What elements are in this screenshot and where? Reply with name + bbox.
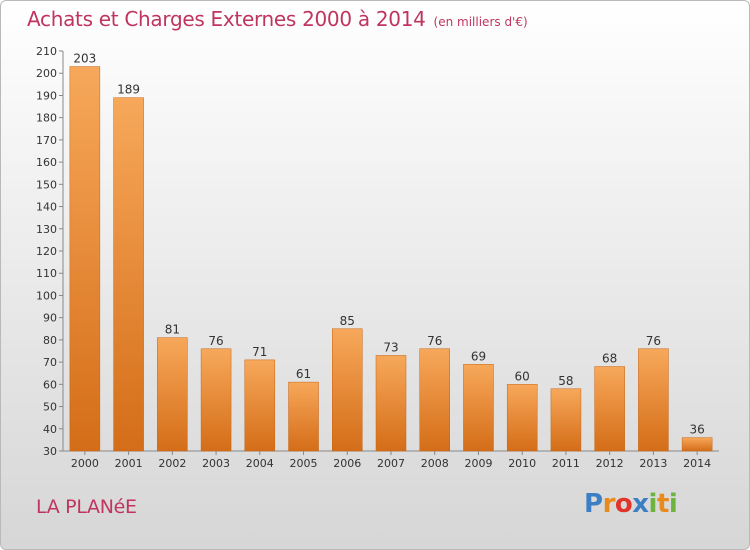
bar-2004	[244, 359, 276, 452]
x-tick-label-2000: 2000	[71, 457, 99, 470]
value-label-2003: 76	[208, 334, 223, 348]
logo-letter: i	[648, 489, 658, 519]
y-tick-label: 190	[36, 89, 57, 102]
value-label-2006: 85	[340, 314, 355, 328]
bar-2007	[375, 355, 407, 452]
commune-name: LA PLANéE	[36, 496, 137, 518]
logo-letter: t	[656, 489, 669, 519]
y-tick-label: 140	[36, 201, 57, 214]
bar-2011	[550, 388, 582, 452]
bar-2010	[506, 384, 538, 452]
value-label-2013: 76	[646, 334, 661, 348]
y-tick-label: 100	[36, 289, 57, 302]
value-label-2008: 76	[427, 334, 442, 348]
y-tick-label: 30	[43, 445, 57, 458]
value-label-2009: 69	[471, 349, 486, 363]
bar-2005	[288, 381, 319, 452]
logo-letter: x	[632, 489, 649, 519]
value-label-2001: 189	[117, 83, 140, 97]
value-label-2014: 36	[689, 423, 704, 437]
value-label-2012: 68	[602, 352, 617, 366]
y-tick-label: 130	[36, 223, 57, 236]
logo-letter: P	[584, 489, 603, 519]
bar-2000	[69, 66, 101, 452]
y-tick-label: 150	[36, 178, 57, 191]
bar-2001	[113, 97, 144, 452]
bar-2008	[419, 348, 450, 452]
bar-2009	[463, 364, 494, 452]
value-label-2010: 60	[515, 369, 530, 383]
x-tick-label-2008: 2008	[421, 457, 449, 470]
logo-letter: o	[614, 489, 633, 519]
y-tick-label: 120	[36, 245, 57, 258]
bar-2014	[681, 437, 713, 452]
bar-2006	[332, 328, 363, 452]
x-tick-label-2003: 2003	[202, 457, 230, 470]
bar-2002	[157, 337, 188, 452]
y-tick-label: 80	[43, 334, 57, 347]
value-label-2005: 61	[296, 367, 311, 381]
x-tick-label-2004: 2004	[246, 457, 274, 470]
y-tick-label: 90	[43, 312, 57, 325]
chart-title-text: Achats et Charges Externes 2000 à 2014	[27, 7, 426, 31]
y-tick-label: 40	[43, 423, 57, 436]
y-tick-label: 70	[43, 356, 57, 369]
value-label-2007: 73	[383, 340, 398, 354]
bar-2003	[200, 348, 232, 452]
x-tick-label-2001: 2001	[115, 457, 143, 470]
y-tick-label: 110	[36, 267, 57, 280]
logo-letter: i	[668, 489, 678, 519]
x-tick-label-2006: 2006	[333, 457, 361, 470]
x-tick-label-2012: 2012	[596, 457, 624, 470]
y-tick-label: 210	[36, 45, 57, 58]
x-tick-label-2009: 2009	[464, 457, 492, 470]
x-tick-label-2002: 2002	[158, 457, 186, 470]
chart-subtitle: (en milliers d'€)	[433, 15, 528, 29]
y-tick-label: 200	[36, 67, 57, 80]
x-tick-label-2005: 2005	[290, 457, 318, 470]
value-label-2011: 58	[558, 374, 573, 388]
y-tick-label: 170	[36, 134, 57, 147]
bar-2013	[638, 348, 669, 452]
x-tick-label-2014: 2014	[683, 457, 711, 470]
x-tick-label-2013: 2013	[639, 457, 667, 470]
value-label-2002: 81	[165, 323, 180, 337]
x-tick-label-2007: 2007	[377, 457, 405, 470]
y-tick-label: 180	[36, 112, 57, 125]
logo-letter: r	[602, 489, 616, 519]
y-tick-label: 60	[43, 378, 57, 391]
value-label-2000: 203	[73, 52, 96, 66]
proxiti-logo: Proxiti	[584, 489, 678, 519]
y-tick-label: 160	[36, 156, 57, 169]
x-tick-label-2011: 2011	[552, 457, 580, 470]
x-tick-label-2010: 2010	[508, 457, 536, 470]
chart-title: Achats et Charges Externes 2000 à 2014 (e…	[27, 7, 528, 31]
bar-2012	[594, 366, 625, 452]
value-label-2004: 71	[252, 345, 267, 359]
y-tick-label: 50	[43, 401, 57, 414]
